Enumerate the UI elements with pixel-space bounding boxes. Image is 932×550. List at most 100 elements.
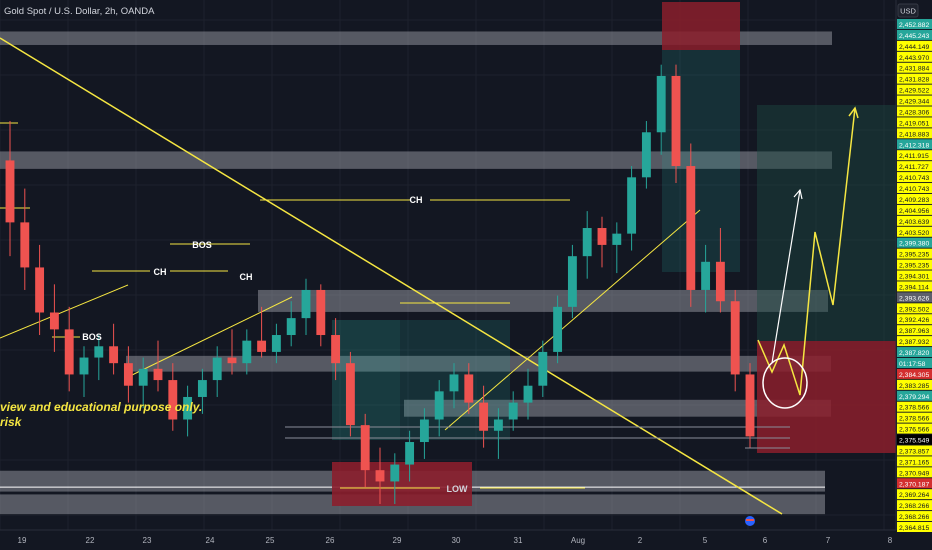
candle-body: [730, 301, 740, 375]
price-tick-label: 2,369.264: [899, 492, 929, 499]
price-tick-label: 2,444.149: [899, 44, 929, 51]
price-tick-label: 2,428.306: [899, 109, 929, 116]
candle-body: [138, 368, 148, 386]
candle-body: [375, 470, 385, 482]
price-tag: [897, 40, 932, 51]
price-axis[interactable]: 2,452.882 2,445.243 2,444.149 2,443.970 2,43…: [897, 19, 932, 532]
price-tick-label: 2,411.915: [899, 153, 929, 160]
price-tag: [897, 117, 932, 128]
top-stop-box: [662, 2, 740, 50]
price-tag: [897, 412, 932, 423]
price-tick-label: 2,395.235: [899, 263, 929, 270]
price-tag: [897, 325, 932, 336]
price-tag: [897, 401, 932, 412]
currency-button[interactable]: [897, 3, 919, 18]
price-tick-label: 2,403.639: [899, 219, 929, 226]
price-tick-label: 2,387.963: [899, 328, 929, 335]
price-tag: [897, 336, 932, 347]
candle-body: [242, 340, 252, 364]
annotation-label-bos: BOS: [192, 240, 212, 250]
trade-target-box: [757, 105, 896, 341]
candle-body: [79, 357, 89, 375]
candle-body: [656, 75, 666, 133]
price-tick-label: 2,387.820: [899, 350, 929, 357]
long-target-box: [332, 320, 400, 440]
trendline-left: [0, 284, 129, 339]
candle-body: [464, 374, 474, 403]
price-tag: [897, 73, 932, 84]
price-tag: [897, 489, 932, 500]
price-tag: [897, 434, 932, 445]
price-tick-label: 2,376.566: [899, 427, 929, 434]
price-tick-label: 2,370.187: [899, 481, 929, 488]
candle-body: [35, 267, 45, 313]
price-tag: [897, 522, 932, 532]
price-tag: [897, 511, 932, 522]
price-tick-label: 2,418.883: [899, 131, 929, 138]
price-tag: [897, 139, 932, 150]
time-tick-label: 6: [763, 536, 768, 545]
price-tick-label: 2,392.426: [899, 317, 929, 324]
time-axis[interactable]: 19 22 23 24 25 26 29 30 31 Aug 2 5 6 7 8: [18, 536, 893, 545]
price-tag: [897, 95, 932, 106]
forecast-arrowhead: [848, 106, 859, 119]
price-tick-label: 2,383.285: [899, 383, 929, 390]
price-tag: [897, 84, 932, 95]
price-tag: [897, 51, 932, 62]
price-tick-label: 2,368.266: [899, 514, 929, 521]
time-tick-label: 2: [638, 536, 643, 545]
price-tag: [897, 303, 932, 314]
flag-stripe-icon: [746, 519, 754, 521]
price-tick-label: 2,419.051: [899, 120, 929, 127]
disclaimer-line-2: risk: [0, 415, 23, 429]
zone-band: [258, 289, 828, 312]
candle-body: [20, 222, 30, 268]
candle-body: [345, 363, 355, 426]
price-tick-label: 2,373.857: [899, 448, 929, 455]
main-trendline: [0, 37, 783, 515]
price-tag: [897, 347, 932, 358]
candle-body: [390, 464, 400, 482]
price-tag: [897, 215, 932, 226]
price-tick-label: 2,375.549: [899, 438, 929, 445]
currency-label: USD: [900, 7, 916, 16]
price-tick-label: 2,452.882: [899, 22, 929, 29]
time-tick-label: 8: [888, 536, 893, 545]
low-stop-box: [332, 462, 472, 506]
price-tag: [897, 29, 932, 40]
candle-body: [227, 357, 237, 364]
time-tick-label: 29: [393, 536, 402, 545]
price-tick-label: 2,431.884: [899, 66, 929, 73]
price-tick-label: 2,378.566: [899, 405, 929, 412]
price-tick-label: 2,410.743: [899, 186, 929, 193]
candle-body: [212, 357, 222, 381]
price-tag: [897, 237, 932, 248]
price-tag: [897, 456, 932, 467]
annotation-label-ch: CH: [240, 272, 253, 282]
candle-body: [479, 402, 489, 431]
time-tick-label: 30: [452, 536, 461, 545]
candle-body: [508, 402, 518, 420]
candle-body: [701, 261, 711, 290]
candle-body: [360, 425, 370, 471]
price-tick-label: 2,387.932: [899, 339, 929, 346]
candle-body: [64, 329, 74, 375]
price-tick-label: 2,412.318: [899, 142, 929, 149]
price-tag: [897, 183, 932, 194]
candle-body: [331, 335, 341, 364]
price-tick-label: 2,429.522: [899, 88, 929, 95]
price-tick-label: 2,393.626: [899, 295, 929, 302]
annotation-labels: BOS CH BOS CH CH LOW: [82, 195, 468, 494]
price-tick-label: 2,399.380: [899, 241, 929, 248]
candle-body: [301, 289, 311, 319]
time-tick-label: Aug: [571, 536, 585, 545]
time-tick-label: 26: [326, 536, 335, 545]
time-tick-label: 31: [514, 536, 523, 545]
price-tick-label: 2,404.956: [899, 208, 929, 215]
highlight-circle: [762, 357, 808, 409]
trendline-rally: [444, 209, 701, 431]
price-tick-label: 2,429.344: [899, 99, 929, 106]
candle-body: [523, 385, 533, 403]
symbol-title: Gold Spot / U.S. Dollar, 2h, OANDA: [4, 6, 155, 17]
